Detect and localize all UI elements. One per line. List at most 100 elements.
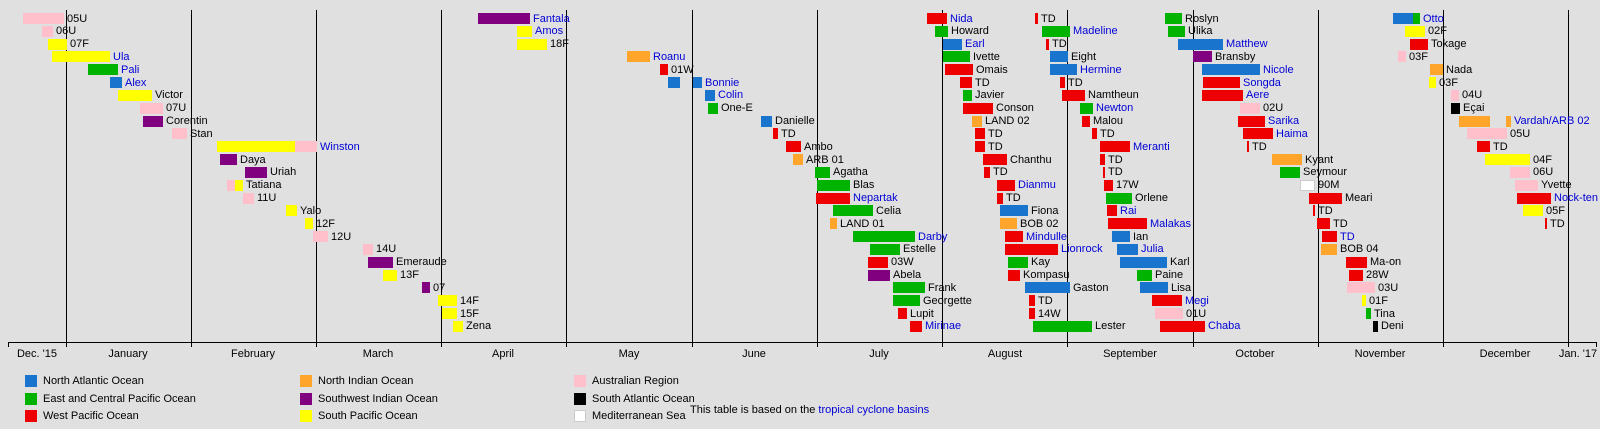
storm-bar <box>1108 218 1147 230</box>
storm-label[interactable]: Amos <box>535 25 564 38</box>
storm-label[interactable]: Megi <box>1185 294 1209 307</box>
month-label: Jan. '17 <box>1558 348 1598 360</box>
storm-label[interactable]: Nida <box>950 12 973 25</box>
storm-label[interactable]: Earl <box>965 38 985 51</box>
axis-tick <box>1443 342 1444 347</box>
storm-bar <box>943 38 962 50</box>
storm-bar <box>963 102 993 114</box>
storm-label[interactable]: Rai <box>1120 204 1137 217</box>
axis-tick <box>191 342 192 347</box>
storm-label[interactable]: Haima <box>1276 127 1308 140</box>
storm-bar <box>1100 141 1130 153</box>
axis-tick <box>1596 342 1597 347</box>
storm-label: Orlene <box>1135 192 1169 205</box>
storm-label[interactable]: Darby <box>918 230 948 243</box>
storm-bar <box>1120 256 1167 268</box>
storm-bar <box>1168 25 1185 37</box>
month-label: Dec. '15 <box>16 348 58 360</box>
storm-bar <box>217 141 295 153</box>
storm-bar <box>422 282 430 294</box>
storm-bar <box>972 115 982 127</box>
storm-label[interactable]: Aere <box>1246 89 1270 102</box>
storm-label: TD <box>781 127 796 140</box>
storm-label[interactable]: Sarika <box>1268 115 1300 128</box>
storm-label: Chanthu <box>1010 153 1052 166</box>
storm-bar <box>910 320 922 332</box>
storm-label[interactable]: Julia <box>1141 243 1164 256</box>
storm-label[interactable]: Nock-ten <box>1554 192 1599 205</box>
storm-label[interactable]: Winston <box>320 140 360 153</box>
storm-label[interactable]: Meranti <box>1133 140 1170 153</box>
legend-label: South Pacific Ocean <box>318 410 418 422</box>
storm-label: Eçai <box>1463 102 1485 115</box>
storm-bar <box>1451 102 1460 114</box>
storm-bar <box>383 269 397 281</box>
storm-label: Karl <box>1170 256 1190 269</box>
storm-label[interactable]: Madeline <box>1073 25 1118 38</box>
storm-label: Ian <box>1133 230 1149 243</box>
storm-bar <box>1029 308 1035 320</box>
storm-label: Fiona <box>1031 204 1059 217</box>
storm-bar <box>1247 141 1249 153</box>
storm-label: Roslyn <box>1185 12 1219 25</box>
x-axis-line <box>8 342 1596 343</box>
storm-label[interactable]: Songda <box>1243 76 1281 89</box>
storm-bar <box>975 128 985 140</box>
storm-label: Seymour <box>1303 166 1348 179</box>
storm-label[interactable]: Otto <box>1423 12 1444 25</box>
storm-bar <box>1082 115 1090 127</box>
storm-label: TD <box>988 127 1003 140</box>
storm-bar <box>1008 269 1020 281</box>
legend-label: South Atlantic Ocean <box>592 392 695 405</box>
storm-label[interactable]: Lionrock <box>1061 243 1103 256</box>
storm-label: 06U <box>56 25 77 38</box>
storm-bar <box>853 231 915 243</box>
storm-bar <box>1080 102 1093 114</box>
month-gridline <box>1318 10 1319 342</box>
storm-bar <box>1042 25 1070 37</box>
storm-label[interactable]: TD <box>1340 230 1355 243</box>
storm-label[interactable]: Matthew <box>1226 38 1268 51</box>
storm-bar <box>1349 269 1363 281</box>
storm-label: Paine <box>1155 269 1184 282</box>
storm-label: 13F <box>400 269 419 282</box>
storm-bar <box>1092 128 1097 140</box>
storm-label[interactable]: Colin <box>718 89 744 102</box>
month-gridline <box>692 10 693 342</box>
storm-bar <box>893 282 925 294</box>
storm-bar <box>1506 115 1511 127</box>
storm-bar <box>1430 64 1443 76</box>
storm-bar <box>945 64 973 76</box>
storm-label[interactable]: Bonnie <box>705 76 740 89</box>
storm-label[interactable]: Nepartak <box>853 192 898 205</box>
storm-label[interactable]: Nicole <box>1263 63 1294 76</box>
storm-label: Namtheun <box>1088 89 1139 102</box>
storm-label[interactable]: Dianmu <box>1018 179 1056 192</box>
storm-label[interactable]: Roanu <box>653 50 686 63</box>
storm-bar <box>1366 308 1371 320</box>
storm-label: Uriah <box>270 166 297 179</box>
storm-label[interactable]: Newton <box>1096 102 1134 115</box>
storm-label: 14U <box>376 243 397 256</box>
basin-note-link[interactable]: tropical cyclone basins <box>818 404 930 416</box>
storm-label[interactable]: Mirinae <box>925 320 962 333</box>
storm-bar <box>1203 77 1240 89</box>
storm-label: TD <box>988 140 1003 153</box>
storm-bar <box>143 115 163 127</box>
storm-label: TD <box>1052 38 1067 51</box>
storm-label[interactable]: Hermine <box>1080 63 1122 76</box>
storm-label[interactable]: Ula <box>113 50 130 63</box>
storm-label[interactable]: Vardah/ARB 02 <box>1514 115 1590 128</box>
storm-bar <box>1523 205 1543 217</box>
axis-tick <box>1067 342 1068 347</box>
storm-label[interactable]: Malakas <box>1150 217 1191 230</box>
storm-label[interactable]: Chaba <box>1208 320 1241 333</box>
storm-label[interactable]: Fantala <box>533 12 570 25</box>
storm-bar <box>815 166 830 178</box>
storm-label[interactable]: Mindulle <box>1026 230 1067 243</box>
storm-label: Omais <box>976 63 1008 76</box>
storm-label[interactable]: Pali <box>121 63 140 76</box>
storm-label[interactable]: Alex <box>125 76 147 89</box>
month-label: April <box>491 348 515 360</box>
storm-bar <box>172 128 187 140</box>
